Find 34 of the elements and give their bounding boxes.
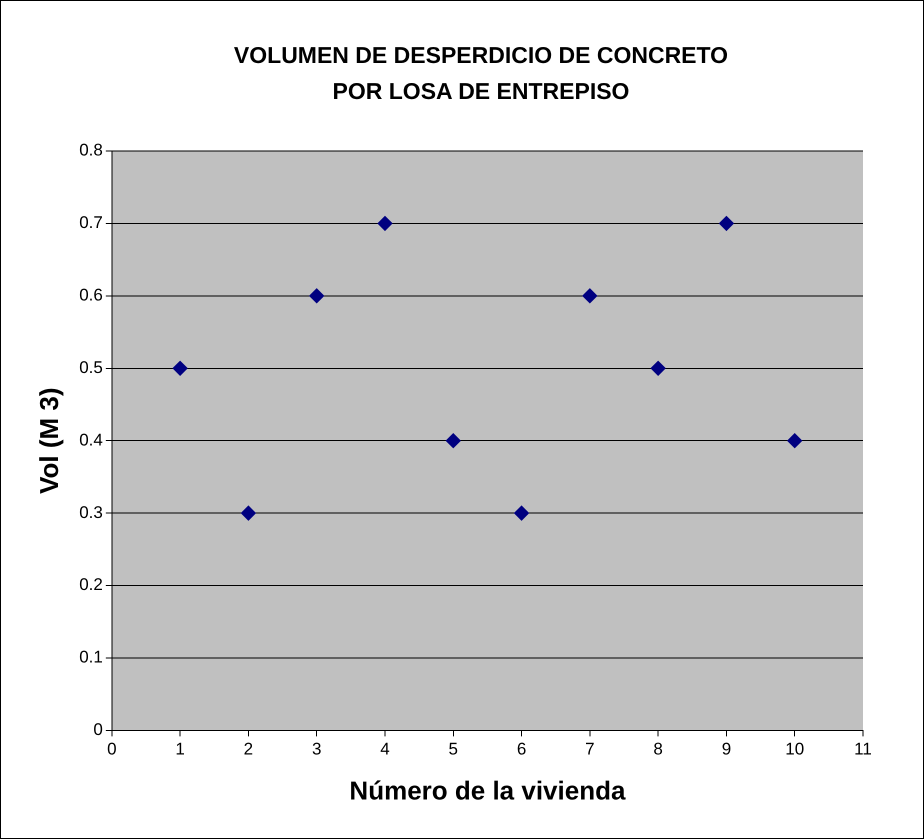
x-tick-label: 4: [380, 739, 390, 758]
y-tick-label: 0.8: [79, 140, 103, 160]
x-tick-label: 8: [653, 739, 663, 758]
point: [240, 506, 256, 521]
x-tick-label: 5: [448, 739, 458, 758]
y-tick-label: 0.6: [79, 286, 103, 305]
point: [309, 288, 324, 304]
x-tick-label: 10: [785, 739, 804, 758]
point: [787, 433, 802, 448]
y-axis-title: Vol (M 3): [34, 387, 64, 494]
x-tick-label: 2: [244, 739, 254, 758]
x-axis-title: Número de la vivienda: [349, 776, 626, 806]
y-tick-label: 0.1: [79, 648, 103, 667]
y-tick-label: 0.4: [79, 430, 103, 450]
y-tick-label: 0.2: [79, 575, 103, 594]
point: [650, 360, 666, 376]
point: [718, 216, 734, 231]
point: [377, 216, 392, 231]
y-tick-label: 0.7: [79, 213, 103, 232]
chart-title: VOLUMEN DE DESPERDICIO DE CONCRETO POR LOSA DE ENTREPISO: [232, 41, 730, 106]
x-tick-label: 7: [585, 739, 595, 758]
y-tick-label: 0: [93, 720, 103, 740]
x-tick-label: 6: [516, 739, 526, 758]
x-tick-label: 0: [107, 739, 117, 758]
point: [446, 433, 461, 448]
y-tick-label: 0.5: [79, 358, 103, 377]
x-tick-label: 9: [722, 739, 732, 758]
x-tick-label: 3: [312, 739, 322, 758]
x-tick-label: 1: [175, 739, 185, 758]
point: [514, 506, 530, 521]
y-tick-label: 0.3: [79, 502, 103, 522]
point: [582, 288, 598, 304]
point: [172, 360, 188, 376]
x-tick-label: 11: [854, 739, 872, 758]
